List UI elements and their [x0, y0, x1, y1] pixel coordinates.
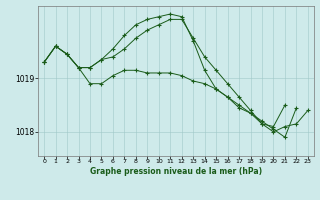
X-axis label: Graphe pression niveau de la mer (hPa): Graphe pression niveau de la mer (hPa)	[90, 167, 262, 176]
